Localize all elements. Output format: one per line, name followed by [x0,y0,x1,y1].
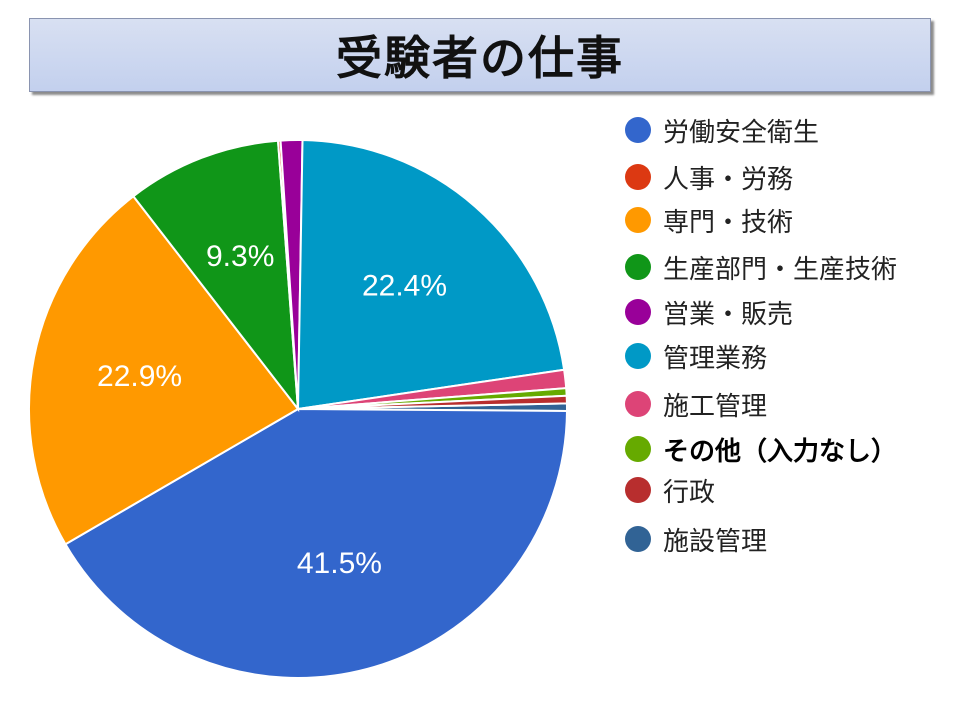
legend-swatch [625,343,651,369]
pie-slice-label-0: 41.5% [297,547,382,580]
legend-item: 生産部門・生産技術 [625,249,897,285]
legend-item: 労働安全衛生 [625,112,819,148]
legend-item: 管理業務 [625,338,767,374]
pie-slice-3 [131,139,300,413]
pie-slice-label-5: 22.4% [362,270,447,303]
legend-label: 労働安全衛生 [663,117,820,148]
legend-label: 行政 [663,477,716,508]
legend-label: その他（入力なし） [663,436,898,467]
legend-swatch [625,299,651,325]
legend-swatch [625,526,651,552]
legend-item: 施工管理 [625,386,767,422]
legend-item: その他（入力なし） [625,431,897,467]
pie-slice-label-3: 9.3% [206,240,274,273]
pie-slice-5 [296,139,566,411]
legend-label: 人事・労務 [663,164,794,195]
legend-label: 生産部門・生産技術 [663,254,898,285]
legend-label: 専門・技術 [663,207,794,238]
legend-swatch [625,436,651,462]
legend-label: 管理業務 [663,343,768,374]
chart-title: 受験者の仕事 [336,31,624,85]
legend-swatch [625,254,651,280]
legend-item: 営業・販売 [625,294,793,330]
title-banner: 受験者の仕事 [29,18,931,92]
legend-swatch [625,391,651,417]
legend-label: 施工管理 [663,391,768,422]
legend-swatch [625,207,651,233]
legend-swatch [625,117,651,143]
pie-slice-label-2: 22.9% [97,360,182,393]
legend-swatch [625,164,651,190]
pie-slice-8 [297,394,568,410]
legend-item: 行政 [625,472,715,508]
legend-item: 専門・技術 [625,202,793,238]
legend-label: 営業・販売 [663,299,794,330]
legend-item: 人事・労務 [625,159,793,195]
pie-slice-0 [64,407,568,679]
pie-slice-2 [28,194,300,546]
legend-label: 施設管理 [663,526,768,557]
legend-swatch [625,477,651,503]
legend-item: 施設管理 [625,521,767,557]
